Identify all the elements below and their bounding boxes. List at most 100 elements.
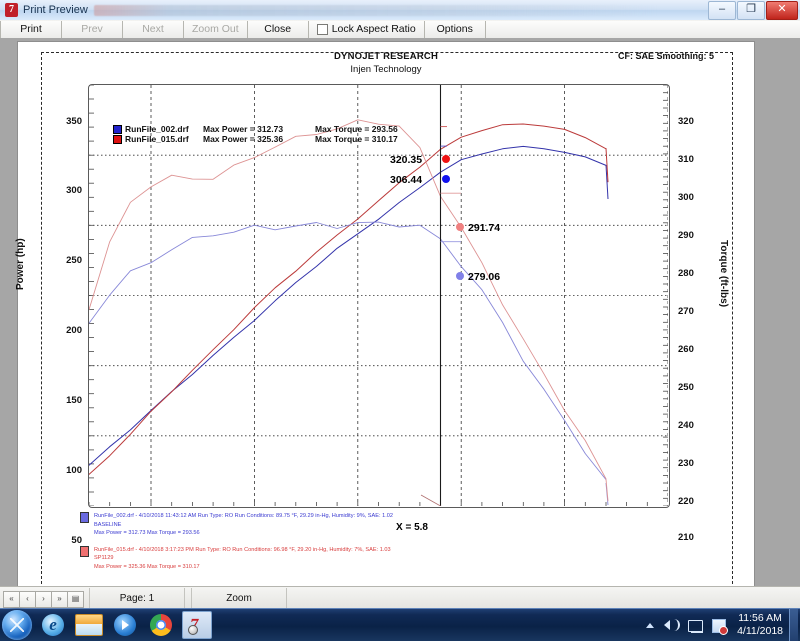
internet-explorer-icon[interactable]: e	[38, 612, 68, 638]
run-legend-item-1: RunFile_015.drf - 4/10/2018 3:17:23 PM R…	[80, 545, 740, 572]
y-tick-100: 100	[66, 465, 82, 476]
plot-area[interactable]	[88, 84, 670, 508]
next-button[interactable]: Next	[123, 20, 184, 38]
y2-tick-220: 220	[678, 496, 694, 507]
print-button[interactable]: Print	[0, 20, 62, 38]
close-preview-button[interactable]: Close	[247, 20, 309, 38]
volume-icon[interactable]	[663, 617, 681, 633]
prev-button[interactable]: Prev	[62, 20, 123, 38]
y2-tick-300: 300	[678, 192, 694, 203]
maximize-button[interactable]: ❐	[737, 1, 765, 20]
nav-prev-button[interactable]: ‹	[19, 590, 36, 608]
print-preview-canvas[interactable]: DYNOJET RESEARCH Injen Technology CF: SA…	[0, 38, 800, 586]
run-legend-item-0: RunFile_002.drf - 4/10/2018 11:43:12 AM …	[80, 512, 740, 538]
y-tick-200: 200	[66, 325, 82, 336]
y-tick-350: 350	[66, 116, 82, 127]
y-tick-50: 50	[71, 535, 82, 546]
lock-aspect-ratio-checkbox[interactable]: Lock Aspect Ratio	[308, 20, 425, 38]
y2-tick-230: 230	[678, 458, 694, 469]
legend-maxtorque-0: Max Torque = 293.56	[315, 124, 398, 134]
run-1-line1: RunFile_015.drf - 4/10/2018 3:17:23 PM R…	[94, 546, 391, 553]
y2-tick-290: 290	[678, 230, 694, 241]
cursor-x-label: X = 5.8	[396, 522, 428, 533]
dynojet-icon: 7	[4, 2, 19, 18]
annotation-value-291: 291.74	[468, 222, 501, 234]
y-tick-250: 250	[66, 255, 82, 266]
run-0-line3: Max Power = 312.73 Max Torque = 293.56	[94, 530, 200, 536]
legend-maxpower-1: Max Power = 325.36	[203, 134, 284, 144]
zoom-out-button[interactable]: Zoom Out	[184, 20, 248, 38]
show-hidden-icons-caret-icon[interactable]	[646, 622, 655, 628]
page-nav-group[interactable]: « ‹ › » ▤	[3, 590, 84, 608]
close-button[interactable]: ✕	[766, 1, 798, 20]
clock-time: 11:56 AM	[738, 612, 782, 624]
status-page-indicator: Page: 1	[89, 587, 185, 609]
window-title: Print Preview	[23, 4, 88, 16]
chart-correction-note: CF: SAE Smoothing: 5	[618, 51, 714, 61]
action-center-icon[interactable]	[711, 617, 729, 635]
plot-svg	[89, 85, 668, 506]
y2-tick-260: 260	[678, 344, 694, 355]
annotation-value-320: 320.35	[390, 154, 423, 166]
run-swatch-red-icon	[80, 545, 89, 557]
network-icon[interactable]	[687, 617, 704, 633]
nav-first-button[interactable]: «	[3, 590, 20, 608]
y2-tick-270: 270	[678, 306, 694, 317]
y2-tick-310: 310	[678, 154, 694, 165]
y2-tick-280: 280	[678, 268, 694, 279]
options-button[interactable]: Options	[424, 20, 486, 38]
legend-maxpower-0: Max Power = 312.73	[203, 124, 284, 134]
file-explorer-icon[interactable]	[74, 612, 104, 638]
taskbar-clock[interactable]: 11:56 AM 4/11/2018	[737, 612, 783, 638]
run-0-line2: BASELINE	[94, 521, 122, 528]
start-button-icon[interactable]	[2, 610, 32, 640]
y2-tick-250: 250	[678, 382, 694, 393]
windows-taskbar: e 7 11:56 AM 4/11/2018	[0, 608, 800, 641]
windows-media-player-icon[interactable]	[110, 612, 140, 638]
y2-axis-label: Torque (ft-lbs)	[718, 240, 729, 308]
preview-toolbar: Print Prev Next Zoom Out Close Lock Aspe…	[0, 20, 800, 39]
y-tick-300: 300	[66, 185, 82, 196]
run-0-line1: RunFile_002.drf - 4/10/2018 11:43:12 AM …	[94, 513, 393, 519]
annotation-dot-279	[456, 272, 464, 280]
dyno-chart: DYNOJET RESEARCH Injen Technology CF: SA…	[15, 42, 754, 586]
system-tray: 11:56 AM 4/11/2018	[641, 609, 798, 641]
annotation-value-306: 306.44	[390, 174, 423, 186]
window-title-ghost-text	[93, 4, 707, 16]
nav-last-button[interactable]: »	[51, 590, 68, 608]
nav-next-button[interactable]: ›	[35, 590, 52, 608]
annotation-dot-320	[442, 155, 450, 163]
page-margin-guide	[41, 52, 733, 586]
chart-title: DYNOJET RESEARCH	[333, 51, 439, 62]
nav-page-icon[interactable]: ▤	[67, 590, 84, 608]
toolbar-filler	[485, 20, 800, 38]
window-controls[interactable]: – ❐ ✕	[707, 1, 798, 20]
window-titlebar: 7 Print Preview – ❐ ✕	[0, 0, 800, 21]
annotation-dot-291	[456, 223, 464, 231]
preview-page: DYNOJET RESEARCH Injen Technology CF: SA…	[15, 42, 754, 586]
run-1-line3: Max Power = 325.36 Max Torque = 310.17	[94, 563, 200, 570]
legend-swatch-red-icon	[113, 134, 122, 144]
legend-row-0: RunFile_002.drf Max Power = 312.73 Max T…	[113, 124, 398, 134]
chart-subtitle: Injen Technology	[350, 64, 422, 75]
clock-date: 4/11/2018	[737, 625, 783, 637]
status-zoom-indicator[interactable]: Zoom	[191, 587, 287, 609]
y-axis-label: Power (hp)	[15, 238, 26, 290]
show-desktop-button[interactable]	[789, 609, 798, 641]
run-1-line2: SP1129	[94, 555, 114, 561]
chart-inline-legend: RunFile_002.drf Max Power = 312.73 Max T…	[113, 124, 398, 144]
annotation-dot-306	[442, 175, 450, 183]
legend-swatch-blue-icon	[113, 124, 122, 134]
status-bar: « ‹ › » ▤ Page: 1 Zoom	[0, 586, 800, 609]
checkbox-box[interactable]	[316, 23, 328, 35]
google-chrome-icon[interactable]	[146, 612, 176, 638]
dynojet-power-core-icon[interactable]: 7	[182, 611, 212, 639]
lock-aspect-ratio-label: Lock Aspect Ratio	[331, 23, 416, 35]
legend-maxtorque-1: Max Torque = 310.17	[315, 134, 398, 144]
legend-file-1: RunFile_015.drf	[125, 134, 189, 144]
run-swatch-blue-icon	[80, 512, 89, 523]
run-legend: RunFile_002.drf - 4/10/2018 11:43:12 AM …	[80, 512, 740, 579]
y-tick-150: 150	[66, 395, 82, 406]
minimize-button[interactable]: –	[708, 1, 736, 20]
